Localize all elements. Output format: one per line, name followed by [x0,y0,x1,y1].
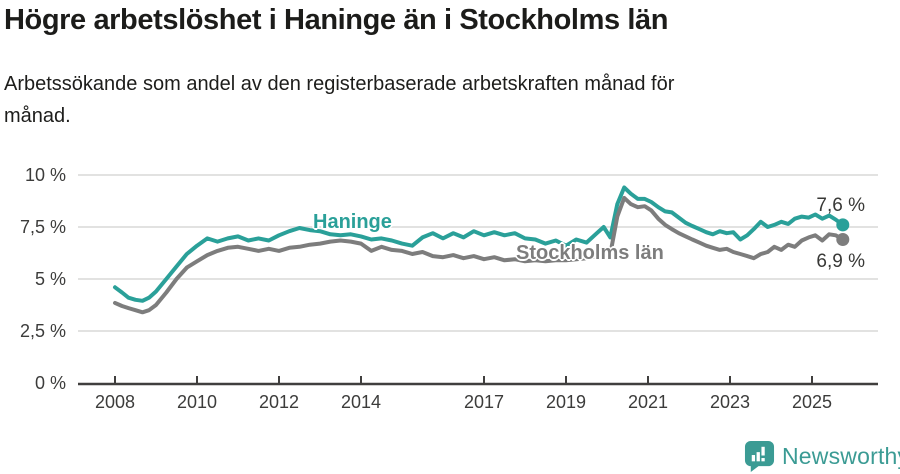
bar-chart-speech-bubble-icon [744,440,775,472]
series-label-stockholms-lan: Stockholms län [516,242,664,264]
haninge-end-dot [836,218,850,232]
x-tick-label-2012: 2012 [258,392,300,412]
y-tick-label-10: 10 % [24,164,66,185]
x-tick-label-2025: 2025 [791,392,833,412]
y-tick-label-2.5: 2,5 % [19,320,66,341]
series-label-haninge: Haninge [313,211,392,233]
newsworthy-logo-text: Newsworthy [782,443,900,469]
stockholms-lan-end-dot [836,233,850,246]
y-tick-label-0: 0 % [34,372,66,393]
end-value-stockholms-lan: 6,9 % [816,251,865,272]
x-tick-label-2008: 2008 [94,392,136,412]
y-tick-label-5: 5 % [34,268,66,289]
end-value-haninge: 7,6 % [816,195,865,216]
stockholms-lan-line [113,195,845,315]
x-tick-label-2019: 2019 [545,392,587,412]
x-tick-label-2014: 2014 [340,392,382,412]
page-title: Högre arbetslöshet i Haninge än i Stockh… [4,4,669,36]
haninge-line [113,185,845,303]
x-tick-label-2023: 2023 [709,392,751,412]
newsworthy-logo: Newsworthy [744,440,900,472]
y-tick-label-7.5: 7,5 % [19,216,66,237]
x-tick-label-2021: 2021 [627,392,669,412]
x-tick-label-2010: 2010 [176,392,218,412]
x-tick-label-2017: 2017 [463,392,505,412]
chart-subtitle: Arbetssökande som andel av den registerb… [4,73,675,128]
